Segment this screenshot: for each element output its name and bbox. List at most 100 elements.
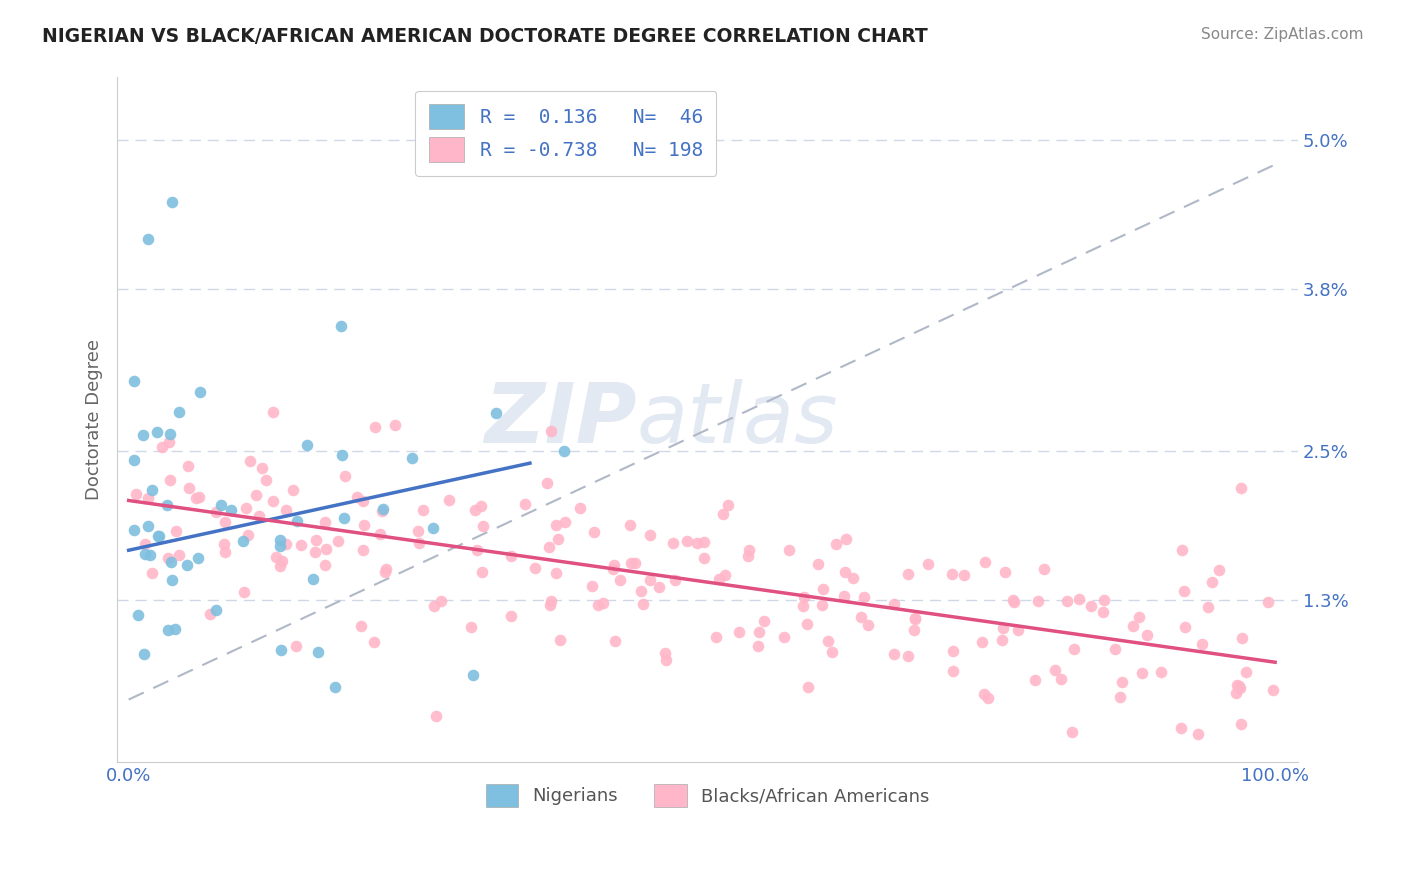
Point bbox=[1104, 641, 1126, 656]
Point bbox=[471, 565, 494, 579]
Point bbox=[408, 536, 430, 550]
Point bbox=[160, 555, 183, 569]
Point bbox=[704, 631, 727, 645]
Point bbox=[236, 528, 259, 542]
Point bbox=[437, 492, 460, 507]
Point bbox=[235, 501, 257, 516]
Point bbox=[188, 384, 211, 399]
Point bbox=[973, 687, 995, 701]
Point bbox=[817, 634, 839, 648]
Point bbox=[834, 566, 856, 580]
Point bbox=[1208, 563, 1230, 577]
Point bbox=[592, 596, 614, 610]
Point bbox=[314, 558, 336, 572]
Point bbox=[1049, 672, 1071, 686]
Point bbox=[737, 543, 759, 558]
Point bbox=[1230, 631, 1253, 645]
Point bbox=[304, 544, 326, 558]
Point bbox=[136, 491, 159, 506]
Point bbox=[1191, 637, 1213, 651]
Point bbox=[904, 611, 927, 625]
Point bbox=[148, 529, 170, 543]
Point bbox=[305, 533, 328, 547]
Point bbox=[159, 435, 181, 450]
Point bbox=[1091, 606, 1114, 620]
Point bbox=[547, 532, 569, 546]
Point bbox=[792, 599, 814, 613]
Point bbox=[250, 461, 273, 475]
Y-axis label: Doctorate Degree: Doctorate Degree bbox=[86, 339, 103, 500]
Point bbox=[484, 406, 506, 420]
Point bbox=[772, 631, 794, 645]
Point bbox=[640, 528, 662, 542]
Point bbox=[314, 516, 336, 530]
Point bbox=[1092, 593, 1115, 607]
Point bbox=[384, 417, 406, 432]
Point bbox=[363, 420, 385, 434]
Point bbox=[631, 597, 654, 611]
Point bbox=[686, 536, 709, 550]
Point bbox=[146, 425, 169, 439]
Point bbox=[141, 566, 163, 581]
Text: NIGERIAN VS BLACK/AFRICAN AMERICAN DOCTORATE DEGREE CORRELATION CHART: NIGERIAN VS BLACK/AFRICAN AMERICAN DOCTO… bbox=[42, 27, 928, 45]
Point bbox=[162, 573, 184, 587]
Point bbox=[499, 609, 522, 624]
Point bbox=[1122, 619, 1144, 633]
Point bbox=[515, 497, 537, 511]
Point bbox=[1170, 543, 1192, 558]
Point bbox=[276, 503, 298, 517]
Point bbox=[897, 566, 920, 581]
Point bbox=[290, 538, 312, 552]
Point bbox=[807, 557, 830, 571]
Point bbox=[307, 644, 329, 658]
Point bbox=[1226, 678, 1249, 692]
Point bbox=[262, 494, 284, 508]
Point bbox=[323, 680, 346, 694]
Point bbox=[297, 438, 319, 452]
Point bbox=[747, 640, 769, 654]
Point bbox=[169, 548, 191, 562]
Point bbox=[330, 448, 353, 462]
Point bbox=[425, 709, 447, 723]
Point bbox=[1043, 664, 1066, 678]
Point bbox=[1173, 584, 1195, 599]
Point bbox=[991, 621, 1014, 635]
Point bbox=[465, 542, 488, 557]
Point bbox=[165, 622, 187, 636]
Point bbox=[188, 490, 211, 504]
Point bbox=[536, 475, 558, 490]
Point bbox=[134, 537, 156, 551]
Point bbox=[1080, 599, 1102, 613]
Point bbox=[159, 473, 181, 487]
Point bbox=[212, 537, 235, 551]
Point bbox=[138, 519, 160, 533]
Point bbox=[623, 557, 645, 571]
Point bbox=[127, 607, 149, 622]
Point bbox=[157, 623, 180, 637]
Point bbox=[186, 491, 208, 506]
Point bbox=[187, 550, 209, 565]
Point bbox=[461, 667, 484, 681]
Point bbox=[619, 518, 641, 533]
Point bbox=[991, 632, 1014, 647]
Point bbox=[538, 598, 561, 612]
Point bbox=[422, 521, 444, 535]
Point bbox=[748, 624, 770, 639]
Point bbox=[540, 593, 562, 607]
Point bbox=[302, 572, 325, 586]
Point bbox=[245, 488, 267, 502]
Point bbox=[247, 509, 270, 524]
Point bbox=[540, 424, 562, 438]
Point bbox=[269, 539, 291, 553]
Point bbox=[662, 536, 685, 550]
Point bbox=[1108, 690, 1130, 704]
Point bbox=[1063, 642, 1085, 657]
Point bbox=[737, 549, 759, 563]
Point bbox=[675, 533, 697, 548]
Point bbox=[1229, 681, 1251, 695]
Point bbox=[371, 504, 394, 518]
Text: Source: ZipAtlas.com: Source: ZipAtlas.com bbox=[1201, 27, 1364, 42]
Point bbox=[1033, 562, 1056, 576]
Point bbox=[883, 648, 905, 662]
Point bbox=[554, 516, 576, 530]
